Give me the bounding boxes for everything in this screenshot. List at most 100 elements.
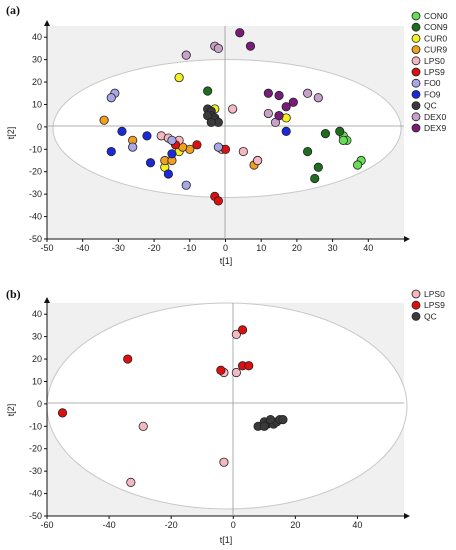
y-tick-label: 0 xyxy=(37,399,42,409)
legend-marker-cur0 xyxy=(411,34,421,43)
legend-marker-lps9 xyxy=(411,300,421,310)
panel-b-y-ticks: -50 -40 -30 -20 -10 0 10 20 30 40 xyxy=(29,309,47,521)
data-point-lps0 xyxy=(126,477,136,487)
data-point-dex9 xyxy=(235,28,245,38)
data-point-fo0 xyxy=(181,180,191,190)
data-point-fo9 xyxy=(167,149,177,159)
data-point-qc xyxy=(259,421,269,431)
legend-marker-dex9 xyxy=(411,123,421,133)
panel-a-label: (a) xyxy=(6,3,20,17)
y-tick-label: -40 xyxy=(29,489,42,499)
data-point-fo9 xyxy=(145,158,156,168)
y-tick-label: -20 xyxy=(29,444,42,454)
data-point-lps0 xyxy=(253,155,263,166)
legend-label-cur9: CUR9 xyxy=(424,45,447,55)
data-point-dex0 xyxy=(303,88,313,98)
data-point-lps9 xyxy=(57,408,68,418)
panel-a-y-label: t[2] xyxy=(6,127,16,140)
legend-label-lps0: LPS0 xyxy=(424,289,445,299)
data-point-con0 xyxy=(338,135,348,145)
data-point-con9 xyxy=(335,126,345,136)
data-point-lps9 xyxy=(216,365,226,375)
data-point-lps9 xyxy=(123,354,133,364)
x-tick-label: 40 xyxy=(363,243,373,253)
data-point-fo9 xyxy=(281,126,291,136)
data-point-lps0 xyxy=(231,329,241,339)
data-point-lps0 xyxy=(138,421,148,431)
data-point-con0 xyxy=(352,160,363,170)
data-point-fo9 xyxy=(106,146,116,157)
legend-label-fo9: FO9 xyxy=(424,89,441,99)
legend-label-con9: CON9 xyxy=(424,22,448,32)
x-tick-label: 0 xyxy=(231,520,236,530)
data-point-qc xyxy=(206,117,216,128)
legend-marker-qc xyxy=(411,101,421,110)
y-tick-label: -50 xyxy=(29,511,42,521)
panel-b-y-axis-arrow xyxy=(44,297,50,303)
data-point-qc xyxy=(265,414,276,425)
legend-label-fo0: FO0 xyxy=(424,78,441,88)
data-point-fo0 xyxy=(213,142,223,152)
panel-b-x-label: t[1] xyxy=(220,535,233,545)
panel-a-x-axis-arrow xyxy=(404,236,410,242)
data-point-lps9 xyxy=(237,325,248,335)
panel-a-points xyxy=(99,28,366,206)
x-tick-label: -20 xyxy=(165,520,178,530)
x-tick-label: -20 xyxy=(148,243,161,253)
x-tick-label: -40 xyxy=(103,520,116,530)
data-point-fo0 xyxy=(106,93,116,103)
data-point-fo0 xyxy=(128,142,138,152)
panel-b-points xyxy=(57,325,288,487)
y-tick-label: 30 xyxy=(32,332,42,342)
legend-label-con0: CON0 xyxy=(424,11,448,21)
data-point-fo9 xyxy=(142,131,152,141)
y-tick-label: -40 xyxy=(29,212,42,222)
data-point-con9 xyxy=(203,86,213,96)
y-tick-label: -50 xyxy=(29,234,42,244)
panel-a-y-ticks: -50 -40 -30 -20 -10 0 10 20 30 40 xyxy=(29,32,47,244)
legend-marker-qc xyxy=(411,311,421,321)
legend-label-lps9: LPS9 xyxy=(424,300,445,310)
x-tick-label: 0 xyxy=(223,243,228,253)
x-tick-label: 30 xyxy=(328,243,338,253)
legend-label-qc: QC xyxy=(424,101,437,111)
panel-a-x-label: t[1] xyxy=(220,256,233,266)
data-point-lps0 xyxy=(219,457,229,467)
x-tick-label: -50 xyxy=(40,243,53,253)
legend-label-qc: QC xyxy=(424,311,437,321)
x-tick-label: 20 xyxy=(292,243,302,253)
y-tick-label: 40 xyxy=(32,32,42,42)
panel-a-score-plot: -50 -40 -30 -20 -10 0 10 20 30 40 -50 -40 -30 -20 -10… xyxy=(6,3,448,266)
x-tick-label: -10 xyxy=(183,243,196,253)
legend-label-dex9: DEX9 xyxy=(424,123,446,133)
y-tick-label: 20 xyxy=(32,77,42,87)
legend-marker-dex0 xyxy=(411,112,421,122)
data-point-lps0 xyxy=(231,367,241,378)
legend-marker-cur9 xyxy=(411,45,421,54)
legend-marker-lps9 xyxy=(411,67,421,77)
data-point-lps9 xyxy=(213,196,223,206)
panel-a-confidence-ellipse xyxy=(52,59,402,198)
data-point-fo9 xyxy=(163,169,173,179)
x-tick-label: 10 xyxy=(256,243,266,253)
legend-marker-lps0 xyxy=(411,56,421,66)
data-point-con9 xyxy=(310,173,320,184)
legend-label-lps9: LPS9 xyxy=(424,67,445,77)
legend-marker-fo0 xyxy=(411,78,421,88)
data-point-cur9 xyxy=(99,115,109,125)
data-point-dex9 xyxy=(274,90,284,101)
data-point-dex9 xyxy=(288,97,298,107)
y-tick-label: -20 xyxy=(29,167,42,177)
data-point-lps9 xyxy=(192,140,202,150)
legend-label-cur0: CUR0 xyxy=(424,33,447,43)
panel-b-confidence-ellipse xyxy=(46,302,408,510)
x-tick-label: -40 xyxy=(76,243,89,253)
y-tick-label: 20 xyxy=(32,354,42,364)
y-tick-label: 40 xyxy=(32,309,42,319)
legend-marker-con9 xyxy=(411,22,421,32)
y-tick-label: 10 xyxy=(32,99,42,109)
y-tick-label: -10 xyxy=(29,144,42,154)
panel-a-y-axis-arrow xyxy=(44,20,50,26)
